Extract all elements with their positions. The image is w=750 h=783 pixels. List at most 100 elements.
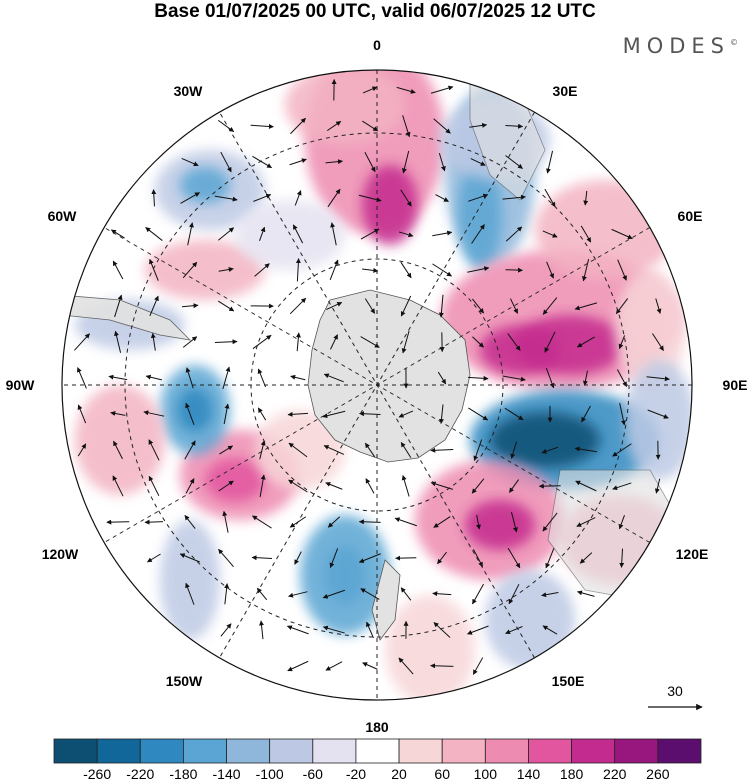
wind-vector — [364, 442, 376, 458]
wind-vector — [654, 478, 661, 494]
wind-vector — [326, 301, 343, 311]
anomaly-blob — [362, 165, 418, 245]
wind-vector — [365, 478, 375, 494]
colorbar-tick-label: -260 — [83, 766, 111, 782]
wind-vector — [435, 194, 449, 202]
wind-vector — [466, 625, 489, 635]
wind-vector — [143, 410, 165, 417]
wind-vector — [583, 190, 589, 206]
wind-vector — [145, 374, 162, 381]
wind-vector — [327, 516, 341, 528]
wind-vector — [184, 440, 196, 460]
wind-vector — [254, 263, 270, 277]
wind-vector — [505, 626, 523, 635]
colorbar-tick-label: 260 — [646, 766, 670, 782]
wind-vector — [398, 231, 414, 238]
wind-vector — [185, 582, 195, 605]
anomaly-blob — [625, 360, 692, 480]
wind-vector — [327, 188, 341, 208]
wind-vector — [259, 226, 266, 241]
wind-vector — [618, 515, 625, 530]
wind-vector — [360, 588, 380, 600]
colorbar-tick-label: 100 — [474, 766, 498, 782]
wind-vector — [507, 547, 521, 569]
colorbar-swatch — [571, 738, 616, 764]
label-90e: 90E — [723, 377, 748, 393]
wind-vector — [502, 375, 526, 382]
wind-vector — [113, 440, 123, 460]
wind-vector — [433, 516, 451, 528]
label-30e: 30E — [553, 83, 578, 99]
label-120w: 120W — [42, 546, 79, 562]
wind-vector — [401, 330, 410, 354]
wind-vector — [288, 479, 308, 493]
label-60w: 60W — [48, 208, 78, 224]
colorbar-tick-label: -60 — [303, 766, 323, 782]
wind-vector — [430, 447, 454, 453]
wind-vector — [432, 263, 452, 277]
meridian-labels: 0 30E 60E 90E 120E 150E 180 150W 120W 90… — [6, 37, 748, 735]
wind-vector — [510, 441, 517, 459]
anomaly-blob — [485, 570, 575, 670]
wind-vector — [471, 478, 485, 494]
anomaly-blob — [177, 388, 213, 432]
colorbar-swatch — [139, 738, 184, 764]
wind-vector — [112, 260, 124, 280]
wind-vector — [581, 405, 591, 423]
wind-vector — [330, 334, 338, 350]
wind-vector — [472, 336, 484, 348]
wind-vector — [253, 193, 272, 202]
anomaly-blob — [465, 500, 535, 550]
colorbar-swatch — [484, 738, 529, 764]
wind-vector — [181, 157, 199, 167]
colorbar-swatch — [657, 738, 702, 764]
colorbar-tick-label: -100 — [256, 766, 284, 782]
wind-vector — [364, 298, 376, 314]
label-0: 0 — [373, 37, 381, 53]
wind-vector — [545, 547, 555, 569]
wind-vector — [252, 155, 273, 169]
colorbar-tick-label: -180 — [169, 766, 197, 782]
anomaly-blob — [325, 545, 365, 605]
wind-vector — [217, 119, 235, 133]
wind-vector — [366, 621, 374, 639]
wind-vector — [401, 150, 410, 174]
label-60e: 60E — [678, 208, 703, 224]
wind-vector — [362, 120, 379, 132]
wind-vector — [400, 261, 412, 279]
colorbar-tick-label: 220 — [603, 766, 627, 782]
wind-vector — [295, 258, 301, 282]
wind-vector — [114, 294, 123, 318]
wind-vector — [544, 188, 556, 208]
wind-vector — [616, 369, 628, 387]
wind-vector — [294, 551, 302, 565]
wind-vector — [218, 267, 234, 272]
wind-vector — [148, 439, 160, 461]
wind-vector — [364, 152, 376, 173]
colorbar-swatch — [355, 738, 400, 764]
wind-vector — [108, 374, 128, 381]
wind-vector — [402, 115, 411, 138]
wind-vector — [77, 367, 87, 389]
label-90w: 90W — [6, 377, 36, 393]
wind-vector — [398, 657, 414, 675]
label-150e: 150E — [552, 673, 585, 689]
label-120e: 120E — [676, 546, 709, 562]
wind-vector — [476, 514, 481, 530]
wind-vector — [576, 517, 596, 527]
wind-vector — [396, 86, 416, 94]
wind-vector — [509, 298, 519, 314]
wind-vector — [287, 411, 309, 417]
wind-vector — [470, 158, 486, 166]
anomaly-blob — [490, 412, 600, 468]
wind-vector — [147, 553, 161, 563]
wind-vector — [438, 152, 446, 172]
wind-vector — [149, 295, 159, 317]
map-border — [61, 69, 693, 701]
wind-vector — [505, 226, 523, 242]
wind-vector — [326, 120, 342, 132]
wind-vector — [542, 230, 558, 238]
wind-vector — [144, 519, 164, 525]
wind-vector — [541, 446, 559, 454]
wind-vector — [289, 297, 307, 315]
